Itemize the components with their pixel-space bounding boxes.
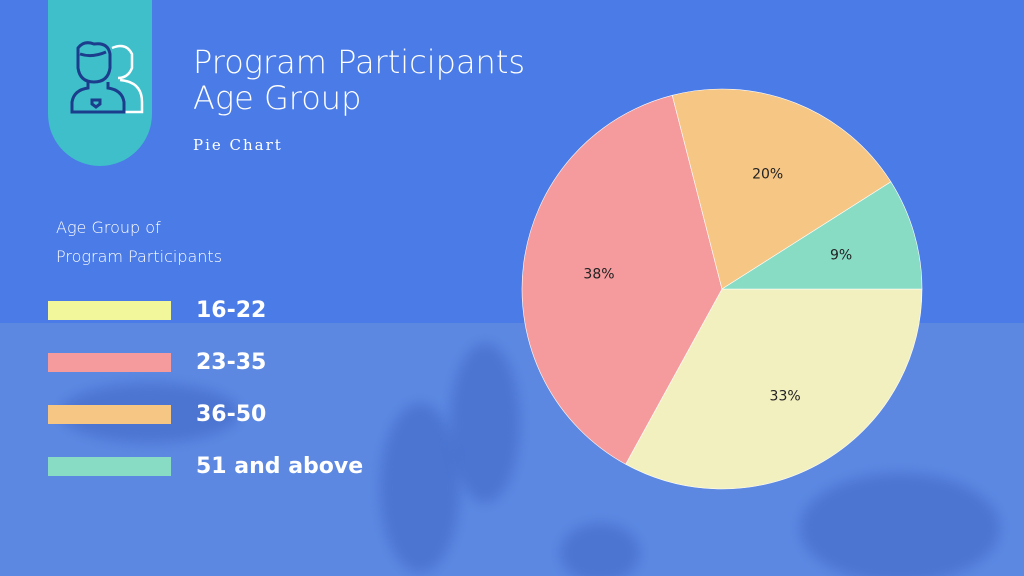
- legend-swatch: [48, 353, 171, 372]
- legend-item: 16-22: [48, 298, 266, 323]
- pie-data-label: 20%: [752, 167, 783, 183]
- pie-data-label: 38%: [583, 266, 614, 282]
- users-icon: [70, 41, 144, 114]
- legend-title-line-1: Age Group of: [56, 218, 161, 237]
- legend-item: 51 and above: [48, 454, 363, 479]
- title-line-1: Program Participants: [193, 43, 526, 81]
- legend-label: 16-22: [196, 298, 267, 323]
- legend-label: 36-50: [196, 402, 267, 427]
- pie-slice-16-22: [625, 288, 923, 490]
- legend-swatch: [48, 457, 171, 476]
- pie-slice-36-50: [671, 88, 892, 290]
- title-line-2: Age Group: [193, 79, 362, 117]
- legend-label: 23-35: [196, 350, 267, 375]
- page-subtitle: Pie Chart: [193, 136, 283, 154]
- legend-label: 51 and above: [196, 454, 364, 479]
- pie-slice-23-35: [521, 94, 723, 465]
- legend-item: 23-35: [48, 350, 266, 375]
- pie-data-label: 9%: [830, 247, 852, 263]
- header-tab: [48, 0, 152, 166]
- legend-swatch: [48, 301, 171, 320]
- legend-title: Age Group of Program Participants: [56, 213, 222, 271]
- legend-item: 36-50: [48, 402, 266, 427]
- pie-slice-51-and-above: [720, 181, 923, 290]
- pie-data-label: 33%: [770, 389, 801, 405]
- legend-swatch: [48, 405, 171, 424]
- legend-title-line-2: Program Participants: [56, 247, 223, 266]
- page-title: Program Participants Age Group: [193, 44, 525, 116]
